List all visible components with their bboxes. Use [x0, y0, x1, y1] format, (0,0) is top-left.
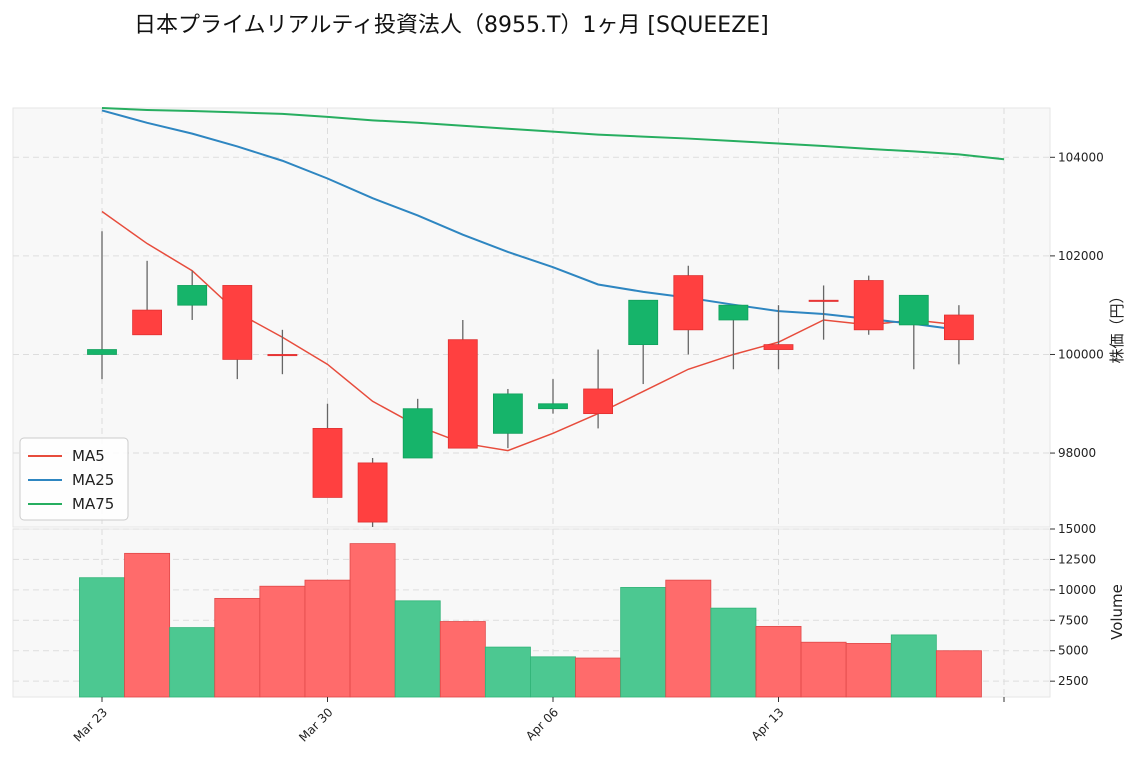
candle — [538, 379, 568, 414]
candle — [447, 319, 478, 449]
ma-line-ma25 — [101, 109, 960, 331]
candle — [718, 304, 749, 370]
candle — [312, 403, 343, 498]
candle — [898, 294, 929, 370]
volume-bar — [845, 643, 892, 698]
legend-box — [19, 437, 129, 521]
legend-label-ma25: MA25 — [72, 471, 114, 489]
price-tick-label: 102000 — [1058, 249, 1104, 263]
candle — [357, 457, 388, 527]
date-tick-label: Mar 30 — [296, 705, 335, 744]
candlesticks — [87, 231, 974, 527]
candle — [673, 265, 704, 355]
price-axis-label: 株価（円） — [1108, 288, 1126, 363]
candle — [583, 349, 613, 429]
volume-bar — [484, 646, 531, 698]
volume-bar — [439, 621, 486, 698]
candle — [763, 305, 794, 370]
volume-bar — [935, 650, 982, 698]
candle — [222, 285, 253, 380]
volume-tick-label: 2500 — [1058, 674, 1089, 688]
volume-bar — [530, 656, 576, 698]
volume-bar — [349, 543, 396, 698]
price-tick-label: 100000 — [1058, 347, 1104, 361]
candle-body — [583, 388, 613, 415]
candle — [402, 398, 433, 459]
legend-label-ma75: MA75 — [72, 495, 114, 513]
volume-bars — [79, 543, 982, 698]
candle — [944, 305, 974, 365]
volume-tick-label: 10000 — [1058, 583, 1096, 597]
price-tick-label: 98000 — [1058, 446, 1096, 460]
candle-body — [87, 349, 117, 355]
volume-tick-label: 5000 — [1058, 644, 1089, 658]
volume-bar — [259, 585, 306, 698]
candle-body — [267, 354, 298, 357]
volume-bar — [800, 641, 847, 698]
ma-line-ma75 — [101, 107, 1005, 161]
candle-body — [357, 462, 388, 523]
candle — [853, 275, 884, 335]
candle-body — [132, 309, 163, 336]
legend: MA5 MA25 MA75 — [19, 437, 129, 521]
volume-bar — [710, 607, 757, 698]
candle — [177, 270, 208, 320]
candle — [808, 285, 839, 340]
candle-body — [718, 304, 749, 321]
volume-bar — [394, 600, 441, 698]
date-tick-label: Mar 23 — [71, 705, 110, 744]
candle — [492, 388, 523, 449]
candle-body — [222, 285, 253, 360]
candle-body — [898, 294, 929, 326]
volume-bar — [124, 552, 171, 698]
date-tick-label: Apr 13 — [749, 705, 787, 743]
candle-body — [447, 339, 478, 449]
volume-bar — [304, 579, 351, 698]
price-panel-bg — [12, 107, 1051, 528]
candle-body — [853, 280, 884, 331]
volume-bar — [620, 587, 667, 698]
candle — [87, 231, 117, 380]
volume-bar — [214, 597, 261, 698]
volume-bar — [575, 657, 622, 698]
candle-body — [312, 428, 343, 498]
volume-bar — [79, 577, 125, 698]
volume-bar — [890, 634, 937, 698]
volume-tick-label: 12500 — [1058, 552, 1096, 566]
candle-body — [628, 299, 659, 346]
volume-tick-label: 7500 — [1058, 613, 1089, 627]
volume-bar — [665, 579, 712, 698]
candle-body — [402, 408, 433, 459]
chart-title: 日本プライムリアルティ投資法人（8955.T）1ヶ月 [SQUEEZE] — [134, 13, 769, 38]
candle-body — [538, 403, 568, 410]
volume-axis-label: Volume — [1108, 584, 1126, 640]
candle-body — [177, 285, 208, 306]
candle — [267, 329, 298, 375]
volume-bar — [755, 625, 802, 698]
legend-label-ma5: MA5 — [72, 447, 105, 465]
candle-body — [492, 393, 523, 434]
price-tick-label: 104000 — [1058, 150, 1104, 164]
volume-bar — [169, 627, 216, 698]
volume-tick-label: 15000 — [1058, 522, 1096, 536]
candle-body — [944, 314, 974, 341]
candle-body — [763, 344, 794, 350]
candle — [132, 260, 163, 336]
candle — [628, 299, 659, 385]
candle-body — [673, 275, 704, 331]
candle-body — [808, 299, 839, 302]
date-tick-label: Apr 06 — [523, 705, 561, 743]
